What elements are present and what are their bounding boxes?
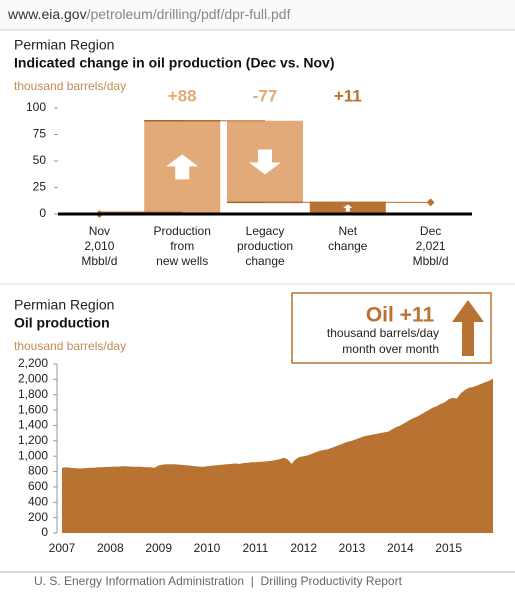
y-tick-label: 1,800: [18, 387, 48, 401]
x-tick-label: 2,010: [84, 239, 114, 253]
y-axis-label: thousand barrels/day: [14, 79, 126, 93]
url-host: www.eia.gov: [7, 6, 87, 22]
y-tick-label: 1,200: [18, 433, 48, 447]
y-tick-label: 1,600: [18, 402, 48, 416]
x-tick-label: 2013: [339, 541, 366, 555]
y-tick-label: 25: [33, 180, 47, 194]
x-tick-label: from: [170, 239, 194, 253]
x-tick-label: Net: [338, 224, 357, 238]
y-axis-label: thousand barrels/day: [14, 339, 126, 353]
y-tick-label: 800: [28, 464, 48, 478]
x-tick-label: 2008: [97, 541, 124, 555]
chart-subtitle: Permian Region: [14, 37, 114, 53]
x-tick-label: 2010: [194, 541, 221, 555]
callout-arrow: [452, 300, 484, 356]
y-tick-label: 1,400: [18, 418, 48, 432]
x-tick-label: Mbbl/d: [413, 254, 449, 268]
bar-arrow: [249, 149, 281, 175]
callout-line: thousand barrels/day: [327, 326, 439, 340]
x-tick-label: change: [245, 254, 285, 268]
callout-box: [291, 292, 492, 364]
y-tick-label: 600: [28, 479, 48, 493]
url[interactable]: www.eia.gov/petroleum/drilling/pdf/dpr-f…: [7, 6, 291, 22]
callout-line: month over month: [342, 342, 439, 356]
x-tick-label: 2012: [290, 541, 317, 555]
footer: U. S. Energy Information Administration …: [34, 574, 403, 588]
x-tick-label: 2009: [145, 541, 172, 555]
url-path: /petroleum/drilling/pdf/dpr-full.pdf: [87, 6, 291, 22]
x-tick-label: 2015: [435, 541, 462, 555]
x-tick-label: Nov: [89, 224, 110, 238]
x-tick-label: Production: [154, 224, 211, 238]
y-tick-label: 400: [28, 494, 48, 508]
y-tick-label: 2,000: [18, 372, 48, 386]
chart-title: Indicated change in oil production (Dec …: [14, 55, 334, 71]
y-tick-label: 0: [39, 206, 46, 220]
value-label: +11: [334, 86, 362, 105]
x-tick-label: 2011: [242, 541, 268, 555]
y-tick-label: 100: [26, 100, 46, 114]
callout-title: Oil +11: [366, 304, 435, 327]
x-tick-label: 2007: [49, 541, 76, 555]
x-tick-label: Mbbl/d: [81, 254, 117, 268]
area: [62, 378, 493, 533]
y-tick-label: 0: [41, 525, 48, 539]
x-tick-label: Legacy: [246, 224, 285, 238]
url-bar: [0, 0, 515, 30]
value-label: -77: [253, 86, 278, 105]
chart-title: Oil production: [14, 315, 110, 331]
x-tick-label: production: [237, 239, 293, 253]
y-tick-label: 75: [33, 127, 47, 141]
chart-subtitle: Permian Region: [14, 297, 114, 313]
bar-arrow: [343, 204, 353, 212]
y-tick-label: 200: [28, 510, 48, 524]
y-tick-label: 1,000: [18, 448, 48, 462]
x-tick-label: new wells: [156, 254, 208, 268]
y-tick-label: 2,200: [18, 356, 48, 370]
x-tick-label: Dec: [420, 224, 441, 238]
x-tick-label: 2,021: [416, 239, 446, 253]
value-label: +88: [168, 86, 197, 105]
x-tick-label: 2014: [387, 541, 414, 555]
y-tick-label: 50: [33, 153, 47, 167]
bar-arrow: [166, 154, 199, 180]
x-tick-label: change: [328, 239, 368, 253]
